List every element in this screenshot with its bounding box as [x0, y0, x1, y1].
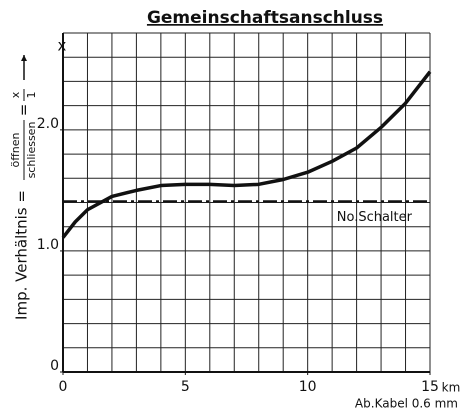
y-label-numerator2: x: [9, 91, 22, 98]
y-label-denominator: schliessen: [25, 122, 38, 179]
y-tick-label: 2.0: [37, 116, 59, 132]
x-tick-label: 5: [181, 379, 190, 395]
arrow-head: [21, 55, 27, 61]
x-label: Ab.Kabel 0.6 mm: [355, 397, 458, 411]
reference-label: No.Schalter: [337, 210, 413, 225]
x-tick-label: 15: [421, 379, 439, 395]
y-label: Imp. Verhältnis = öffnen schliessen = x …: [9, 55, 38, 320]
y-tick-label: 0: [50, 358, 59, 374]
x-tick-label: 10: [299, 379, 317, 395]
x-tick-label: 0: [59, 379, 68, 395]
y-tick-label: 1.0: [37, 237, 59, 253]
y-label-equals: =: [15, 104, 33, 117]
y-label-prefix: Imp. Verhältnis =: [13, 190, 31, 320]
x-unit: km: [442, 381, 461, 395]
chart-title: Gemeinschaftsanschluss: [147, 8, 383, 28]
data-line: [61, 70, 432, 239]
y-label-denominator2: 1: [25, 92, 38, 99]
y-label-numerator: öffnen: [9, 132, 22, 167]
